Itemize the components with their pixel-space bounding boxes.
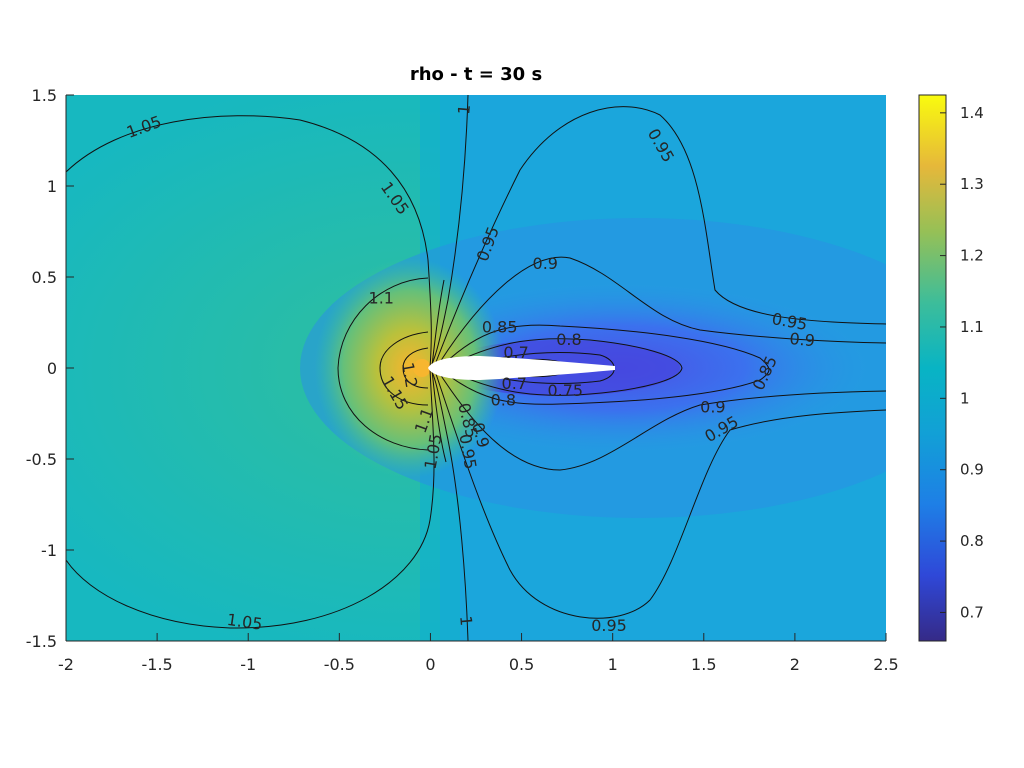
contour-label: 0.7 xyxy=(502,374,527,393)
y-tick-label: -1.5 xyxy=(26,632,57,651)
contour-label: 0.8 xyxy=(556,330,581,349)
x-tick-label: 0 xyxy=(425,655,435,674)
contour-label: 0.9 xyxy=(533,254,558,273)
x-tick-label: 0.5 xyxy=(509,655,534,674)
contour-label: 0.75 xyxy=(547,381,583,400)
x-tick-label: -1.5 xyxy=(142,655,173,674)
y-tick-label: 1 xyxy=(47,177,57,196)
contour-label: 1.05 xyxy=(226,610,264,634)
contour-label: 0.85 xyxy=(482,317,518,336)
y-tick-label: -0.5 xyxy=(26,450,57,469)
colorbar-tick-label: 1.1 xyxy=(960,318,984,336)
contour-0.95-upper xyxy=(435,106,886,363)
y-axis-ticks: -1.5 -1 -0.5 0 0.5 1 1.5 xyxy=(26,86,74,651)
x-tick-label: 1.5 xyxy=(691,655,716,674)
contour-label: 0.9 xyxy=(700,398,725,417)
contour-label: 1.1 xyxy=(369,288,394,307)
contour-1-lower xyxy=(431,371,469,641)
contour-fan-2 xyxy=(431,369,447,463)
colorbar-tick-label: 1.2 xyxy=(960,247,984,265)
colorbar-ticks: 0.7 0.8 0.9 1 1.1 1.2 1.3 1.4 xyxy=(940,104,984,621)
colorbar-tick-label: 1.3 xyxy=(960,175,984,193)
contour-label: 1.2 xyxy=(398,361,421,389)
contour-1.1 xyxy=(337,277,429,451)
contour-0.95-lower xyxy=(435,373,886,619)
x-tick-label: -0.5 xyxy=(324,655,355,674)
y-tick-label: 1.5 xyxy=(32,86,57,105)
colorbar-gradient xyxy=(918,94,947,642)
contour-fan-1 xyxy=(431,279,445,367)
contour-0.85 xyxy=(443,324,770,405)
contour-label: 0.8 xyxy=(491,390,516,409)
colorbar-tick-label: 0.8 xyxy=(960,532,984,550)
contour-lines xyxy=(66,95,886,641)
y-tick-label: 0.5 xyxy=(32,268,57,287)
contour-label: 1 xyxy=(456,615,476,627)
airfoil-shape xyxy=(428,356,615,380)
x-tick-label: 2 xyxy=(790,655,800,674)
x-axis-ticks: -2 -1.5 -1 -0.5 0 0.5 1 1.5 2 2.5 xyxy=(58,633,899,674)
y-tick-label: -1 xyxy=(41,541,57,560)
y-tick-label: 0 xyxy=(47,359,57,378)
colorbar-tick-label: 0.7 xyxy=(960,603,984,621)
colorbar: 0.7 0.8 0.9 1 1.1 1.2 1.3 1.4 xyxy=(918,94,984,642)
colorbar-tick-label: 1.4 xyxy=(960,104,984,122)
colorbar-tick-label: 1 xyxy=(960,389,970,407)
x-tick-label: 1 xyxy=(608,655,618,674)
x-tick-label: 2.5 xyxy=(873,655,898,674)
contour-0.9-lower xyxy=(439,373,886,471)
x-tick-label: -1 xyxy=(240,655,256,674)
contour-1-upper xyxy=(431,95,469,365)
contour-label: 0.7 xyxy=(503,343,528,362)
contour-label: 0.95 xyxy=(591,616,627,635)
contour-1.2 xyxy=(402,347,429,389)
chart-title: rho - t = 30 s xyxy=(410,64,542,85)
contour-0.9-upper xyxy=(439,256,886,363)
contour-1.15 xyxy=(379,331,429,406)
contour-label: 0.9 xyxy=(789,329,816,350)
colorbar-tick-label: 0.9 xyxy=(960,461,984,479)
contour-label: 1 xyxy=(454,104,474,116)
contour-0.8 xyxy=(451,338,683,396)
x-tick-label: -2 xyxy=(58,655,74,674)
